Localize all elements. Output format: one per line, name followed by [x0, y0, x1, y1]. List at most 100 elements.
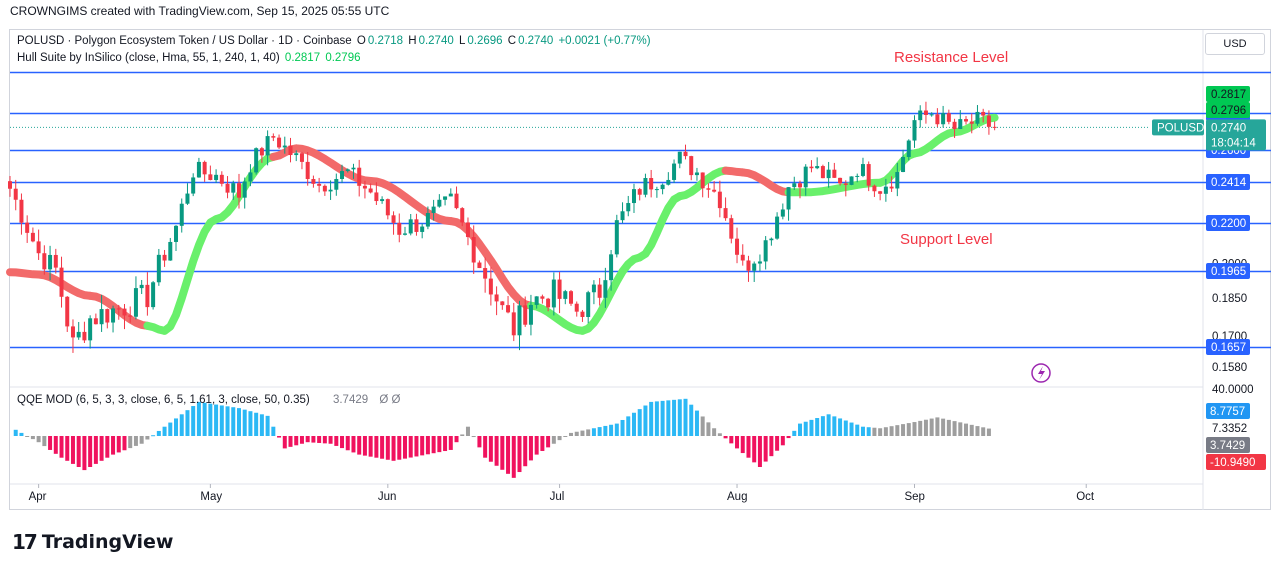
- candle-body: [460, 208, 465, 223]
- candle-body: [282, 145, 287, 148]
- qqe-bar: [448, 436, 453, 450]
- candle-body: [540, 296, 545, 299]
- qqe-bar: [133, 436, 138, 446]
- qqe-bar: [706, 422, 711, 436]
- qqe-bar: [546, 436, 551, 448]
- candle-body: [179, 203, 184, 226]
- low-label: L: [458, 35, 466, 47]
- qqe-bar: [803, 421, 808, 436]
- candle-body: [156, 254, 161, 283]
- qqe-bar: [958, 422, 963, 436]
- qqe-bar: [185, 410, 190, 436]
- candle-body: [116, 308, 121, 310]
- candle-body: [185, 193, 190, 204]
- time-label-4: Aug: [727, 491, 747, 503]
- qqe-bar: [397, 436, 402, 460]
- qqe-bar: [740, 436, 745, 454]
- qqe-bar: [460, 434, 465, 436]
- qqe-bar: [614, 423, 619, 436]
- candle-body: [420, 226, 425, 232]
- hull-segment-8: [366, 177, 455, 226]
- candle-body: [242, 181, 247, 198]
- qqe-bar: [895, 425, 900, 436]
- candle-body: [649, 178, 654, 190]
- candle-body: [901, 156, 906, 173]
- hull-segment-4: [160, 215, 221, 335]
- qqe-bar: [952, 421, 957, 436]
- qqe-bar: [299, 436, 304, 444]
- candle-body: [133, 288, 138, 317]
- qqe-bar: [969, 424, 974, 436]
- symbol-legend[interactable]: POLUSD · Polygon Ecosystem Token / US Do…: [17, 35, 653, 47]
- candle-body: [689, 156, 694, 176]
- qqe-bar: [746, 436, 751, 458]
- last-price-countdown: 18:04:14: [1211, 137, 1256, 149]
- qqe-bar: [654, 401, 659, 436]
- candle-body: [397, 222, 402, 235]
- qqe-bar: [849, 422, 854, 436]
- candle-body: [36, 241, 41, 254]
- qqe-bar: [374, 436, 379, 458]
- hull-segment-15: [738, 168, 793, 197]
- qqe-bar: [391, 436, 396, 461]
- open-value: 0.2718: [367, 35, 404, 47]
- qqe-bar: [729, 436, 734, 444]
- candle-body: [918, 110, 923, 121]
- qqe-bar: [151, 435, 156, 437]
- qqe-tag-1: 7.3352: [1212, 423, 1247, 435]
- qqe-bar: [923, 419, 928, 436]
- qqe-bar: [437, 436, 442, 453]
- candle-body: [574, 303, 579, 312]
- hull-legend[interactable]: Hull Suite by InSilico (close, Hma, 55, …: [17, 52, 363, 64]
- level-tag-3: 0.2414: [1211, 177, 1247, 189]
- candle-body: [391, 215, 396, 223]
- candle-body: [139, 284, 144, 289]
- qqe-bar: [557, 436, 562, 441]
- hull-segment-10: [526, 301, 587, 335]
- candle-body: [700, 172, 705, 189]
- qqe-bar: [202, 402, 207, 436]
- qqe-bar: [191, 406, 196, 436]
- qqe-bar: [19, 432, 24, 436]
- candle-body: [975, 111, 980, 124]
- price-tick-label-0: 0.1580: [1212, 362, 1247, 374]
- candle-body: [763, 240, 768, 262]
- qqe-bar: [981, 427, 986, 436]
- qqe-bar: [48, 436, 53, 450]
- candle-body: [981, 111, 986, 116]
- candle-body: [488, 278, 493, 295]
- currency-button[interactable]: USD: [1205, 33, 1265, 55]
- qqe-bar: [271, 426, 276, 436]
- level-tag-5-bg: [1206, 263, 1250, 279]
- qqe-na-values: Ø Ø: [379, 394, 401, 406]
- candle-body: [128, 315, 133, 317]
- candle-body: [626, 203, 631, 212]
- qqe-bar: [694, 410, 699, 436]
- qqe-bar: [660, 400, 665, 436]
- qqe-bar: [454, 436, 459, 443]
- candle-body: [889, 186, 894, 189]
- qqe-bar: [471, 436, 476, 438]
- qqe-bar: [494, 436, 499, 466]
- candle-body: [88, 318, 93, 341]
- candle-body: [866, 164, 871, 186]
- price-tick-label-2: 0.1850: [1212, 293, 1247, 305]
- candle-body: [832, 169, 837, 178]
- candle-body: [786, 187, 791, 210]
- qqe-bar: [236, 408, 241, 436]
- candle-body: [265, 136, 270, 156]
- candle-body: [174, 225, 179, 242]
- candle-body: [517, 305, 522, 336]
- candle-body: [992, 126, 997, 128]
- qqe-bar: [65, 436, 70, 461]
- qqe-bar: [912, 422, 917, 436]
- qqe-tag-0: 8.7757: [1210, 406, 1245, 418]
- tradingview-logo[interactable]: 17 TradingView: [12, 530, 173, 554]
- level-tag-6-bg: [1206, 339, 1250, 355]
- qqe-legend[interactable]: QQE MOD (6, 5, 3, 3, close, 6, 5, 1.61, …: [17, 394, 402, 406]
- candle-body: [792, 183, 797, 188]
- qqe-bar: [282, 436, 287, 449]
- candle-body: [454, 193, 459, 209]
- candle-body: [534, 296, 539, 305]
